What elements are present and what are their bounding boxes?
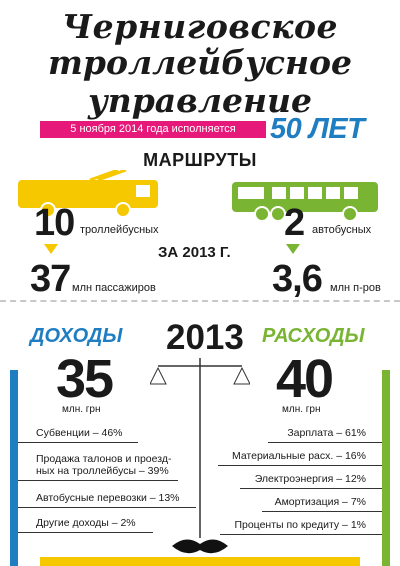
period-label: ЗА 2013 Г. (158, 244, 231, 261)
expense-share-bar (382, 370, 390, 566)
income-item: Продажа талонов и проезд- (36, 453, 172, 465)
expense-item: Проценты по кредиту – 1% (234, 519, 366, 531)
expense-item-underline (218, 465, 382, 466)
bus-icon (232, 180, 382, 224)
anniversary-banner: 5 ноября 2014 года исполняется (40, 121, 266, 138)
title-line-1: Черниговское (62, 7, 338, 46)
expense-item: Амортизация – 7% (274, 496, 366, 508)
finance-year: 2013 (166, 318, 244, 357)
expense-item: Зарплата – 61% (287, 427, 366, 439)
down-arrow-icon (44, 244, 58, 254)
bus-passengers: 3,6 (272, 258, 323, 300)
income-item-underline (18, 532, 153, 533)
income-value: 35 (56, 349, 114, 409)
income-share-bar (10, 370, 18, 566)
expense-value: 40 (276, 349, 334, 409)
down-arrow-icon (286, 244, 300, 254)
trolleybus-icon (18, 168, 168, 218)
expense-item: Электроэнергия – 12% (254, 473, 366, 485)
income-item-underline (18, 480, 178, 481)
bottom-bar (40, 557, 360, 566)
title-line-2: троллейбусное (47, 43, 353, 82)
bus-route-count: 2 (284, 202, 305, 244)
section-divider (0, 300, 400, 310)
expense-item-underline (240, 488, 382, 489)
routes-heading: МАРШРУТЫ (143, 150, 257, 170)
income-item: Другие доходы – 2% (36, 517, 136, 529)
scales-icon (149, 358, 251, 558)
trolleybus-passengers-unit: млн пассажиров (72, 282, 156, 294)
bus-passengers-unit: млн п-ров (330, 282, 381, 294)
income-item: Субвенции – 46% (36, 427, 123, 439)
bus-route-label: автобусных (312, 224, 372, 236)
income-item: ных на троллейбусы – 39% (36, 465, 169, 477)
trolleybus-route-count: 10 (34, 202, 75, 244)
income-item-underline (18, 507, 196, 508)
title-line-3: управление (87, 81, 313, 120)
trolleybus-route-label: троллейбусных (80, 224, 159, 236)
expense-item-underline (220, 534, 382, 535)
income-item: Автобусные перевозки – 13% (36, 492, 180, 504)
expense-item-underline (262, 511, 382, 512)
income-item-underline (18, 442, 138, 443)
income-heading: ДОХОДЫ (30, 325, 123, 347)
expense-heading: РАСХОДЫ (262, 325, 365, 347)
expense-unit: млн. грн (282, 404, 321, 415)
income-unit: млн. грн (62, 404, 101, 415)
anniversary-years: 50 ЛЕТ (270, 113, 365, 145)
trolleybus-passengers: 37 (30, 258, 71, 300)
expense-item: Материальные расх. – 16% (231, 450, 366, 462)
expense-item-underline (268, 442, 382, 443)
